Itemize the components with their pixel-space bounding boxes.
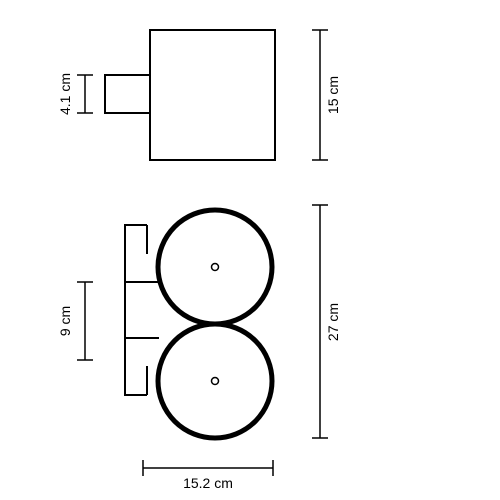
bottom-bracket bbox=[125, 225, 147, 395]
bottom-view: 27 cm 9 cm 15.2 cm bbox=[57, 205, 341, 491]
dim-bottom-bracket-label: 9 cm bbox=[57, 306, 73, 336]
top-main-rect bbox=[150, 30, 275, 160]
dim-bottom-total: 27 cm bbox=[312, 205, 341, 438]
dim-bottom-width-label: 15.2 cm bbox=[183, 475, 233, 491]
dim-bottom-bracket: 9 cm bbox=[57, 282, 93, 360]
dim-bottom-total-label: 27 cm bbox=[325, 303, 341, 341]
technical-drawing: 15 cm 4.1 cm 27 cm bbox=[0, 0, 500, 500]
top-side-rect bbox=[105, 75, 150, 113]
dim-top-side: 4.1 cm bbox=[57, 73, 93, 115]
bottom-circle-2 bbox=[158, 324, 272, 438]
dim-top-height: 15 cm bbox=[312, 30, 341, 160]
dim-bottom-width: 15.2 cm bbox=[143, 460, 273, 491]
top-view: 15 cm 4.1 cm bbox=[57, 30, 341, 160]
dim-top-side-label: 4.1 cm bbox=[57, 73, 73, 115]
bottom-circle-1-center bbox=[212, 264, 219, 271]
dim-top-height-label: 15 cm bbox=[325, 76, 341, 114]
bottom-circle-1 bbox=[158, 210, 272, 324]
bottom-circle-2-center bbox=[212, 378, 219, 385]
